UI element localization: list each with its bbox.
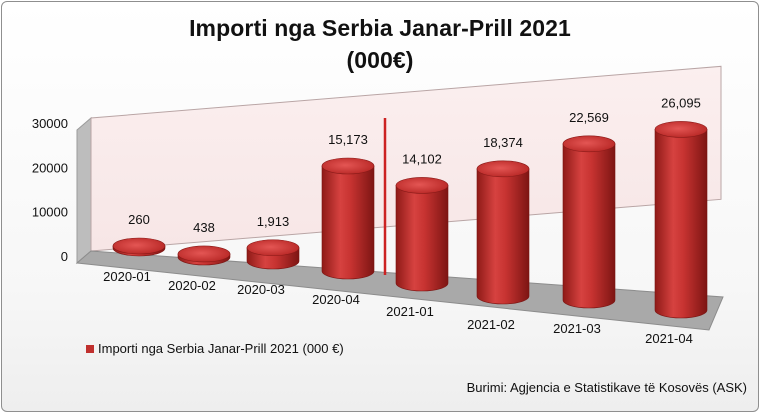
- x-tick-label: 2020-01: [103, 269, 151, 284]
- data-label: 15,173: [328, 132, 368, 147]
- bar-cap: [177, 245, 231, 263]
- bar: [654, 129, 708, 319]
- floor: [75, 250, 724, 331]
- bar-cap: [562, 135, 616, 153]
- legend-swatch: [86, 345, 94, 353]
- legend-label: Importi nga Serbia Janar-Prill 2021 (000…: [98, 341, 344, 356]
- data-label: 1,913: [257, 214, 290, 229]
- bar: [562, 143, 616, 309]
- y-tick-label: 20000: [32, 160, 68, 175]
- bar-cap: [246, 239, 300, 257]
- x-tick-label: 2021-02: [467, 317, 515, 332]
- data-label: 18,374: [483, 135, 523, 150]
- chart-title: Importi nga Serbia Janar-Prill 2021: [189, 15, 571, 41]
- chart-subtitle: (000€): [346, 47, 414, 73]
- data-label: 438: [193, 220, 215, 235]
- data-label: 26,095: [661, 95, 701, 110]
- data-label: 14,102: [402, 151, 442, 166]
- bar: [395, 185, 449, 292]
- x-tick-label: 2021-01: [386, 304, 434, 319]
- bar-cap: [321, 157, 375, 175]
- y-tick-label: 10000: [32, 205, 68, 220]
- data-label: 260: [128, 212, 150, 227]
- x-tick-label: 2020-04: [312, 292, 360, 307]
- data-label: 22,569: [569, 110, 609, 125]
- bar-cap: [654, 121, 708, 138]
- x-tick-label: 2020-03: [237, 282, 285, 297]
- x-tick-label: 2021-04: [645, 331, 693, 346]
- bar-cap: [476, 160, 530, 178]
- source-note: Burimi: Agjencia e Statistikave të Kosov…: [466, 380, 747, 395]
- x-tick-label: 2020-02: [168, 278, 216, 293]
- y-tick-label: 0: [61, 249, 68, 264]
- bar: [321, 165, 375, 280]
- x-tick-label: 2021-03: [553, 321, 601, 336]
- y-tick-label: 30000: [32, 116, 68, 131]
- bar: [476, 168, 530, 305]
- bar-cap: [112, 237, 166, 255]
- side-wall: [76, 116, 92, 265]
- bar-cap: [395, 177, 449, 194]
